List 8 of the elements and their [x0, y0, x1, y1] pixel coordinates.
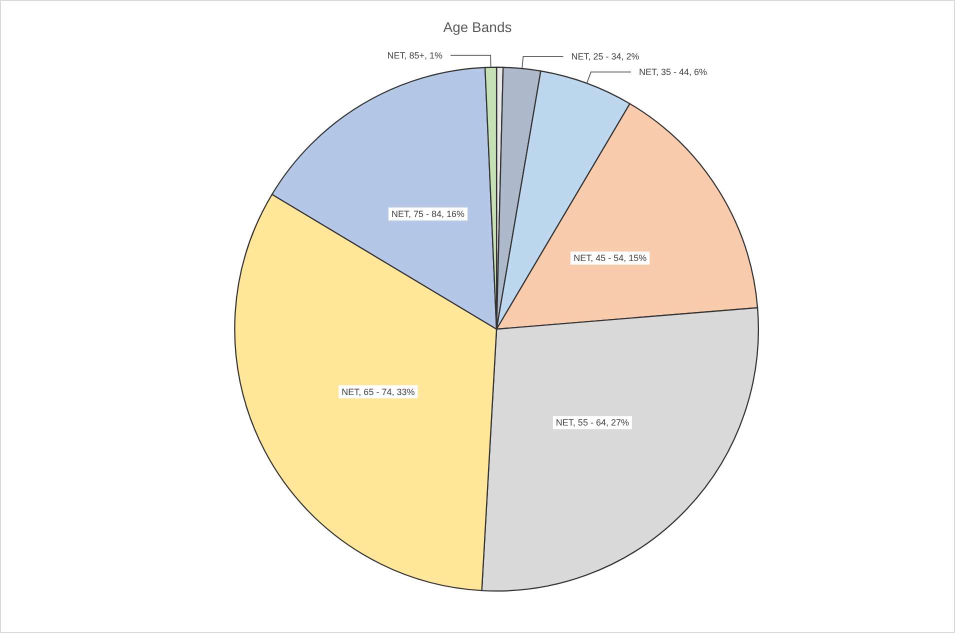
slice-label: NET, 85+, 1%	[387, 50, 443, 60]
slice-label: NET, 65 - 74, 33%	[342, 386, 415, 397]
chart-title: Age Bands	[443, 19, 512, 35]
slice-label: NET, 25 - 34, 2%	[571, 52, 640, 62]
slice-label: NET, 45 - 54, 15%	[574, 253, 647, 264]
slice-label: NET, 55 - 64, 27%	[556, 418, 629, 428]
slice-label: NET, 75 - 84, 16%	[392, 209, 465, 220]
slice-label: NET, 35 - 44, 6%	[638, 67, 707, 78]
